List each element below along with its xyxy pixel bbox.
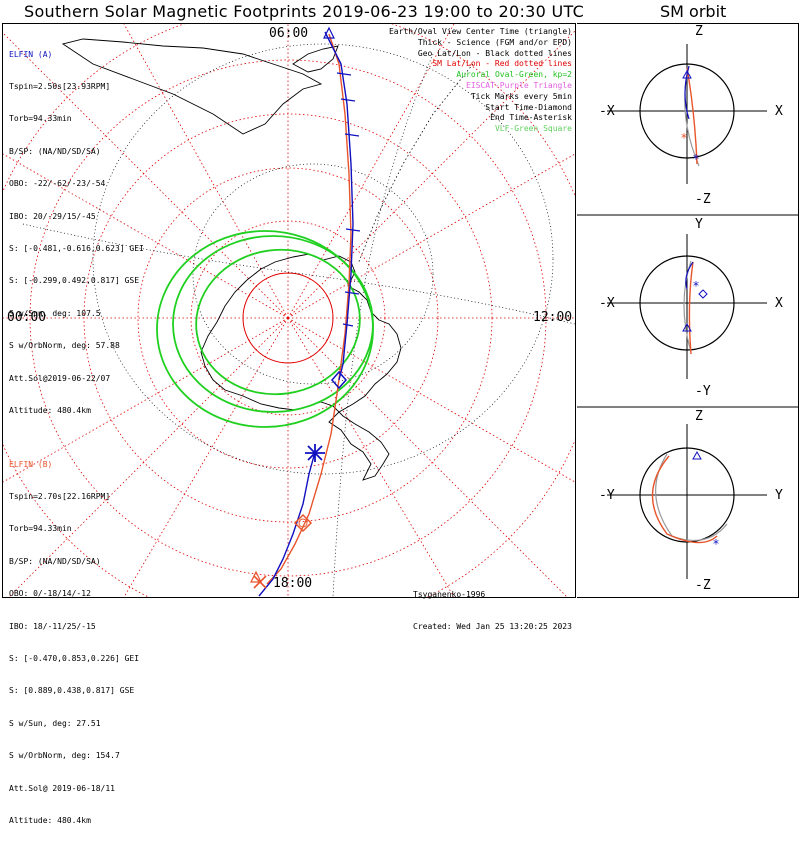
legend-item: VLF-Green Square xyxy=(494,124,572,134)
elfin-a-line: Tspin=2.50s[23.93RPM] xyxy=(9,81,111,91)
view-center-triangle xyxy=(323,26,335,39)
time-label-right: 12:00 xyxy=(533,310,573,325)
sm-a-end-marker-xy: * xyxy=(693,279,699,293)
polar-map xyxy=(3,24,575,597)
time-label-top: 06:00 xyxy=(269,26,309,41)
elfin-a-end-asterisk xyxy=(305,444,325,462)
elfin-b-name: ELFIN (B) xyxy=(9,459,53,469)
elfin-b-line: S: [0.889,0.438,0.817] GSE xyxy=(9,686,135,696)
time-label-bottom: 18:00 xyxy=(273,576,313,591)
elfin-a-line: B/SP: (NA/ND/SD/SA) xyxy=(9,146,101,156)
elfin-b-info: ELFIN (B) Tspin=2.70s[22.16RPM] Torb=94.… xyxy=(9,438,139,848)
page-title: Southern Solar Magnetic Footprints 2019-… xyxy=(24,2,585,21)
legend-item: Geo Lat/Lon - Black dotted lines xyxy=(417,48,572,58)
orbit-3-left: -Y xyxy=(599,488,615,503)
elfin-a-line: S: [-0.481,-0.616,0.623] GEI xyxy=(9,243,144,253)
elfin-a-line: IBO: 20/-29/15/-45 xyxy=(9,211,96,221)
elfin-b-line: Att.Sol@ 2019-06-18/11 xyxy=(9,783,115,793)
orbit-2-right: X xyxy=(775,296,783,311)
orbit-1-top: Z xyxy=(695,24,703,39)
legend-item: Start Time-Diamond xyxy=(485,102,572,112)
elfin-a-line: S w/OrbNorm, deg: 57.88 xyxy=(9,341,120,351)
view-center-triangle-b xyxy=(250,570,262,583)
geo-trace xyxy=(357,63,474,265)
legend: Earth/Oval View Center Time (triangle) Th… xyxy=(389,27,572,135)
elfin-b-line: OBO: 0/-18/14/-12 xyxy=(9,589,91,599)
elfin-b-start-marker xyxy=(298,518,308,528)
elfin-a-start-diamond xyxy=(331,370,347,390)
orbit-3-right: Y xyxy=(775,488,783,503)
elfin-b-line: S: [-0.470,0.853,0.226] GEI xyxy=(9,653,140,663)
footer: Tsyganenko-1996 Created: Wed Jan 25 13:2… xyxy=(413,568,572,654)
orbit-2-left: -X xyxy=(599,296,615,311)
antarctica-coastline xyxy=(200,253,402,481)
south-america-coastline xyxy=(61,38,323,135)
elfin-b-line: B/SP: (NA/ND/SD/SA) xyxy=(9,556,101,566)
sm-view-triangle-xy xyxy=(682,322,692,332)
orbit-1-bottom: -Z xyxy=(695,192,711,207)
elfin-b-line: Torb=94.33min xyxy=(9,524,72,534)
elfin-b-line: Tspin=2.70s[22.16RPM] xyxy=(9,491,111,501)
australia-coastline xyxy=(292,45,339,73)
elfin-b-track xyxy=(266,33,352,585)
elfin-b-start-diamond xyxy=(293,513,313,533)
orbit-panel-xz: * * xyxy=(607,44,767,184)
sm-orbit-title: SM orbit xyxy=(660,2,727,21)
elfin-b-line: Altitude: 480.4km xyxy=(9,815,91,825)
legend-item: End Time-Asterisk xyxy=(490,113,572,123)
sm-view-triangle xyxy=(682,69,692,79)
sm-orbit-plots: * * * * xyxy=(577,44,798,579)
elfin-a-line: OBO: -22/-62/-23/-54 xyxy=(9,179,106,189)
time-label-left: 00:00 xyxy=(7,310,47,325)
legend-item: Auroral Oval-Green, kp=2 xyxy=(456,70,572,80)
elfin-a-line: Altitude: 480.4km xyxy=(9,405,91,415)
orbit-1-right: X xyxy=(775,104,783,119)
sm-b-end-marker: * xyxy=(681,131,687,145)
sm-a-end-marker-yz: * xyxy=(713,537,719,551)
elfin-a-info: ELFIN (A) Tspin=2.50s[23.93RPM] Torb=94.… xyxy=(9,28,144,438)
elfin-a-name: ELFIN (A) xyxy=(9,49,53,59)
orbit-panel-xy: * xyxy=(607,234,767,379)
elfin-b-line: IBO: 18/-11/25/-15 xyxy=(9,621,96,631)
elfin-b-line: S w/Sun, deg: 27.51 xyxy=(9,718,101,728)
orbit-3-top: Z xyxy=(695,409,703,424)
orbit-panel-yz: * xyxy=(607,424,767,579)
legend-item: Earth/Oval View Center Time (triangle) xyxy=(388,27,572,36)
sm-a-start-xy xyxy=(698,289,708,299)
elfin-b-line: S w/OrbNorm, deg: 154.7 xyxy=(9,751,120,761)
elfin-a-track-south xyxy=(258,451,316,597)
elfin-a-track xyxy=(324,31,354,381)
elfin-a-line: S w/Sun, deg: 107.5 xyxy=(9,308,101,318)
elfin-a-tick-marks xyxy=(336,72,361,327)
legend-item: Tick Marks every 5min xyxy=(470,91,572,101)
elfin-a-line: S: [-0.299,0.492,0.817] GSE xyxy=(9,276,140,286)
legend-item: SM Lat/Lon - Red dotted lines xyxy=(432,59,572,69)
model-name: Tsyganenko-1996 xyxy=(413,589,486,599)
elfin-a-line: Att.Sol@2019-06-22/07 xyxy=(9,373,111,383)
footprint-map-panel: 06:00 00:00 12:00 18:00 ELFIN (A) Tspin=… xyxy=(2,23,576,825)
orbit-1-left: -X xyxy=(599,104,615,119)
orbit-2-top: Y xyxy=(695,217,703,232)
sm-view-triangle-yz xyxy=(692,450,702,460)
legend-item: EISCAT-Purple Triangle xyxy=(466,80,572,90)
auroral-oval xyxy=(156,230,374,428)
orbit-3-bottom: -Z xyxy=(695,578,711,593)
elfin-a-line: Torb=94.33min xyxy=(9,114,72,124)
sm-a-end-marker: * xyxy=(693,152,699,166)
legend-item: Thick - Science (FGM and/or EPD) xyxy=(417,37,572,47)
created-timestamp: Created: Wed Jan 25 13:20:25 2023 xyxy=(413,621,572,631)
sm-orbit-column: * * * * Z -Z -X X Y -Y xyxy=(577,23,799,598)
orbit-2-bottom: -Y xyxy=(695,384,711,399)
geo-grid xyxy=(22,43,575,597)
